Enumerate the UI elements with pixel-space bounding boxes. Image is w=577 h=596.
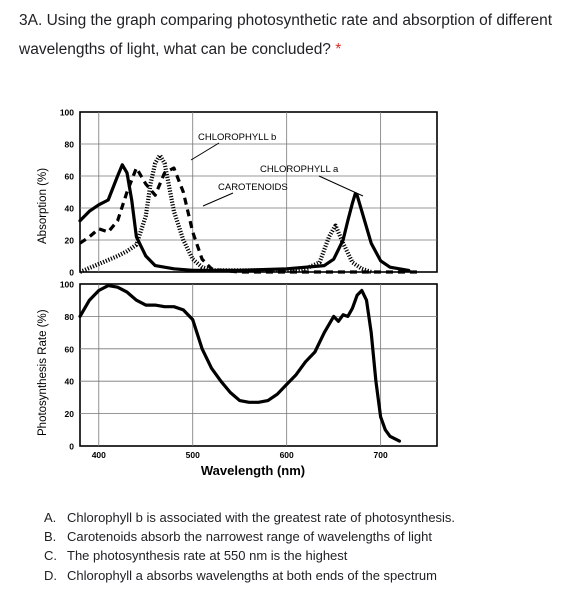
option-c[interactable]: C. The photosynthesis rate at 550 nm is … (44, 546, 564, 565)
top-y-tick-label: 20 (65, 236, 75, 246)
option-letter: B. (44, 529, 57, 545)
option-b[interactable]: B. Carotenoids absorb the narrowest rang… (44, 527, 564, 546)
bottom-series-group (78, 284, 401, 443)
bottom-plot-frame (79, 283, 438, 447)
top-series-group (78, 153, 419, 274)
question-title: 3A. Using the graph comparing photosynth… (19, 6, 571, 64)
option-a[interactable]: A. Chlorophyll b is associated with the … (44, 508, 564, 527)
tick-labels: 0 20 40 60 80 100 0 20 40 60 80 100 400 500 600 700 (60, 108, 388, 461)
annotation-chlorophyll-b: CHLOROPHYLL b (198, 132, 276, 143)
top-y-tick-label: 60 (65, 172, 75, 182)
x-tick-label: 600 (280, 450, 294, 460)
leader-line-chlorophyll-b (190, 142, 220, 161)
top-y-tick-label: 40 (65, 204, 75, 214)
option-letter: D. (44, 567, 57, 583)
option-text: Chlorophyll b is associated with the gre… (67, 510, 456, 525)
x-tick-label: 500 (186, 450, 200, 460)
bottom-y-axis-label: Photosynthesis Rate (%) (37, 309, 49, 436)
absorption-photosynthesis-chart: 0 20 40 60 80 100 0 20 40 60 80 100 400 500 600 700 Abs… (37, 108, 438, 478)
answer-options: A. Chlorophyll b is associated with the … (44, 508, 564, 585)
top-y-tick-label: 100 (60, 108, 74, 118)
series-line-chlorophyll-a (78, 163, 411, 272)
option-letter: C. (44, 548, 57, 564)
question-text: 3A. Using the graph comparing photosynth… (19, 12, 553, 58)
bottom-y-tick-label: 20 (65, 409, 75, 419)
series-line-photosynthesis-rate (78, 284, 401, 443)
annotation-carotenoids: CAROTENOIDS (218, 182, 288, 193)
question-figure: 0 20 40 60 80 100 0 20 40 60 80 100 400 500 600 700 Abs… (19, 96, 463, 489)
bottom-y-tick-label: 60 (65, 344, 75, 354)
option-d[interactable]: D. Chlorophyll a absorbs wavelengths at … (44, 566, 564, 585)
top-y-tick-label: 0 (69, 268, 74, 278)
bottom-y-tick-label: 80 (65, 312, 75, 322)
option-text: The photosynthesis rate at 550 nm is the… (67, 548, 348, 564)
bottom-y-tick-label: 0 (69, 442, 74, 452)
top-grid (80, 112, 437, 272)
series-line-carotenoids (79, 166, 419, 274)
leader-line-carotenoids (202, 192, 234, 207)
x-tick-label: 400 (92, 450, 106, 460)
top-y-tick-label: 80 (65, 140, 75, 150)
option-letter: A. (44, 510, 57, 525)
bottom-y-tick-label: 40 (65, 377, 75, 387)
option-text: Chlorophyll a absorbs wavelengths at bot… (67, 567, 437, 583)
leader-line-chlorophyll-a (318, 175, 364, 197)
top-y-axis-label: Absorption (%) (37, 168, 49, 244)
required-asterisk: * (335, 41, 342, 58)
option-text: Carotenoids absorb the narrowest range o… (67, 529, 432, 545)
bottom-y-tick-label: 100 (60, 280, 74, 290)
series-line-chlorophyll-b (79, 153, 372, 274)
x-axis-label: Wavelength (nm) (201, 463, 305, 478)
x-tick-label: 700 (374, 450, 388, 460)
annotation-chlorophyll-a: CHLOROPHYLL a (260, 164, 339, 175)
